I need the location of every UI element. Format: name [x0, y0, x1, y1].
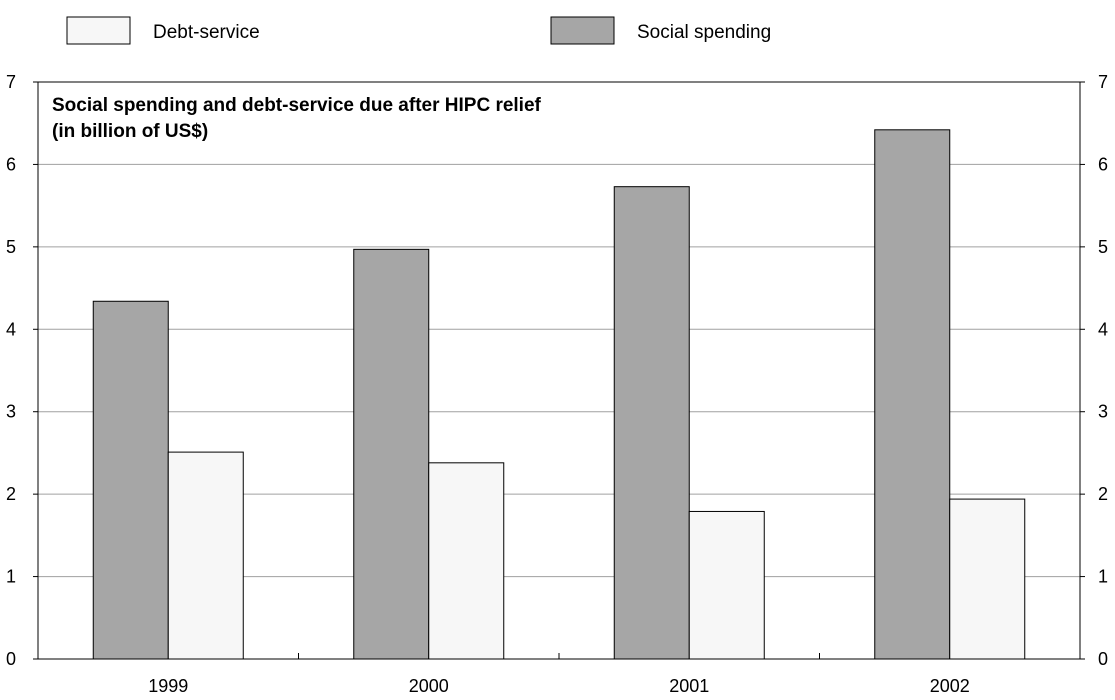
x-axis: 1999 2000 2001 2002: [148, 676, 970, 696]
chart-subtitle: (in billion of US$): [52, 121, 208, 142]
y-tick-label-right: 5: [1098, 237, 1108, 257]
y-tick-label-left: 2: [6, 484, 16, 504]
bar-debt-service-2001: [688, 510, 765, 660]
y-tick-label-right: 3: [1098, 402, 1108, 422]
x-tick-label: 2002: [930, 676, 970, 696]
y-tick-label-left: 5: [6, 237, 16, 257]
y-tick-label-left: 4: [6, 319, 16, 339]
y-tick-label-right: 6: [1098, 154, 1108, 174]
bar-debt-service-2002: [949, 498, 1026, 660]
legend: Debt-service Social spending: [66, 16, 771, 45]
bar-debt-service-2000: [428, 462, 505, 660]
bar-debt-service-1999: [167, 451, 244, 660]
y-tick-label-left: 7: [6, 72, 16, 92]
x-tick-label: 2001: [669, 676, 709, 696]
y-tick-label-right: 0: [1098, 649, 1108, 669]
y-tick-label-right: 4: [1098, 319, 1108, 339]
chart-title: Social spending and debt-service due aft…: [52, 95, 542, 116]
bars: [92, 129, 1026, 660]
bar-social-spending-1999: [92, 300, 169, 660]
y-tick-label-right: 1: [1098, 567, 1108, 587]
y-tick-label-right: 2: [1098, 484, 1108, 504]
legend-label-social-spending: Social spending: [637, 22, 771, 43]
x-tick-label: 2000: [409, 676, 449, 696]
legend-swatch-social-spending: [550, 16, 615, 45]
axis-ticks: [33, 81, 1085, 660]
y-tick-label-left: 3: [6, 402, 16, 422]
y-tick-label-left: 6: [6, 154, 16, 174]
bar-social-spending-2001: [613, 186, 690, 660]
y-tick-label-right: 7: [1098, 72, 1108, 92]
y-tick-label-left: 0: [6, 649, 16, 669]
y-axis-left: 0 1 2 3 4 5 6 7: [6, 72, 16, 669]
bar-social-spending-2000: [353, 248, 430, 660]
legend-swatch-debt-service: [66, 16, 131, 45]
x-tick-label: 1999: [148, 676, 188, 696]
legend-label-debt-service: Debt-service: [153, 22, 260, 43]
y-tick-label-left: 1: [6, 567, 16, 587]
y-axis-right: 0 1 2 3 4 5 6 7: [1098, 72, 1108, 669]
bar-social-spending-2002: [874, 129, 951, 660]
